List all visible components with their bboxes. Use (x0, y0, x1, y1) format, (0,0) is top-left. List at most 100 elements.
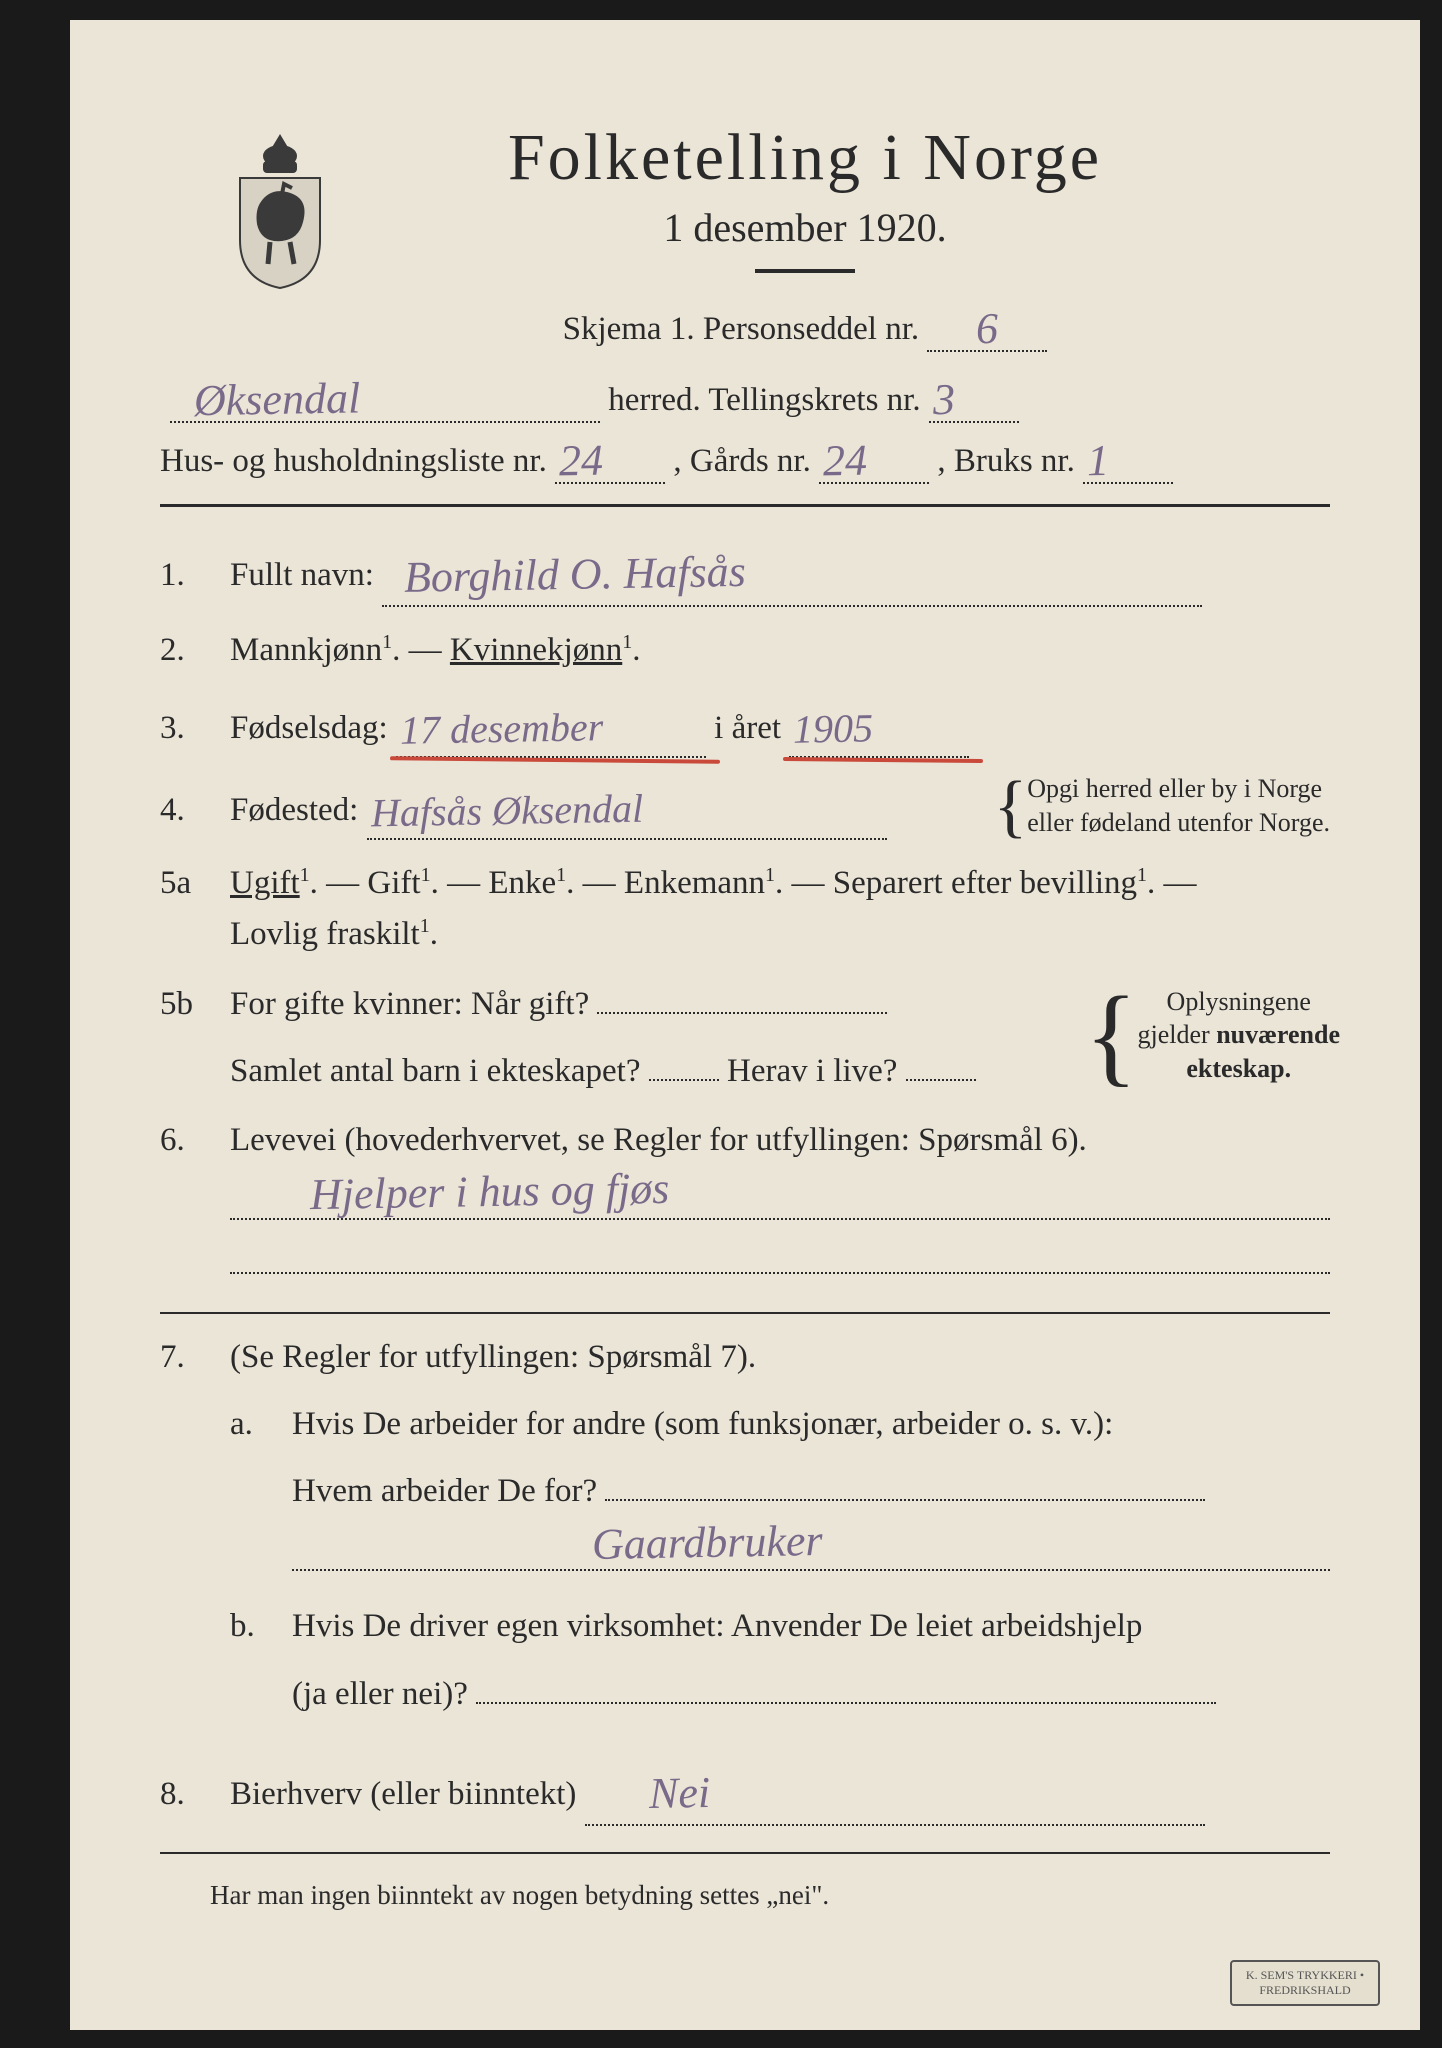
q7-body: (Se Regler for utfyllingen: Spørsmål 7).… (230, 1332, 1330, 1738)
footnote: Har man ingen biinntekt av nogen betydni… (160, 1880, 1330, 1911)
personseddel-field: 6 (927, 299, 1047, 352)
q5b-side-b2: nuværende (1216, 1020, 1340, 1049)
q5b-line1-label: For gifte kvinner: Når gift? (230, 986, 589, 1022)
q1-label: Fullt navn: (230, 557, 374, 593)
title-block: Folketelling i Norge 1 desember 1920. Sk… (380, 120, 1330, 360)
brace-icon: { (994, 775, 1028, 838)
q5a-s1: 1 (300, 864, 310, 886)
q7b-q: (ja eller nei)? (292, 1676, 468, 1712)
herred-value: Øksendal (174, 372, 361, 426)
q4-label: Fødested: (230, 792, 358, 828)
red-underline-1 (390, 757, 720, 764)
q2-opt1: Mannkjønn (230, 632, 382, 668)
q2-period1: . (392, 632, 400, 668)
q4-side-b: eller fødeland utenfor Norge. (1027, 808, 1330, 837)
subtitle: 1 desember 1920. (380, 204, 1230, 251)
q7b-text: Hvis De driver egen virksomhet: Anvender… (292, 1601, 1330, 1652)
q7a-row: a. Hvis De arbeider for andre (som funks… (230, 1399, 1330, 1583)
q4-side-note: { Opgi herred eller by i Norge eller fød… (994, 772, 1330, 840)
q2-row: 2. Mannkjønn1. — Kvinnekjønn1. (160, 625, 1330, 676)
q1-row: 1. Fullt navn: Borghild O. Hafsås (160, 537, 1330, 607)
q4-value: Hafsås Øksendal (370, 778, 643, 845)
q3-label: Fødselsdag: (230, 710, 388, 746)
q4-side-a: Opgi herred eller by i Norge (1027, 774, 1322, 803)
gards-field: 24 (819, 431, 929, 484)
q7b-num: b. (230, 1601, 266, 1652)
q3-year-value: 1905 (793, 698, 874, 761)
q2-sup2: 1 (622, 631, 632, 653)
q5a-opt1: Ugift (230, 865, 300, 901)
tellingskrets-value: 3 (932, 374, 955, 425)
q7b-row: b. Hvis De driver egen virksomhet: Anven… (230, 1601, 1330, 1719)
q5b-barn-field (649, 1079, 719, 1081)
q5a-d1: — (318, 865, 368, 901)
main-title: Folketelling i Norge (380, 120, 1230, 196)
gards-value: 24 (823, 435, 868, 487)
q6-row: 6. Levevei (hovederhvervet, se Regler fo… (160, 1115, 1330, 1286)
skjema-label: Skjema 1. Personseddel nr. (563, 311, 920, 347)
q4-body: Fødested: Hafsås Øksendal { Opgi herred … (230, 776, 1330, 840)
q2-sup1: 1 (382, 631, 392, 653)
q6-value: Hjelper i hus og fjøs (309, 1155, 669, 1229)
q8-field: Nei (585, 1756, 1205, 1826)
q2-opt2: Kvinnekjønn (450, 632, 622, 668)
q5a-d3: — (574, 865, 624, 901)
q5a-s3: 1 (556, 864, 566, 886)
q7a-num: a. (230, 1399, 266, 1450)
q5b-body: For gifte kvinner: Når gift? Samlet anta… (230, 979, 1330, 1097)
q5b-live-field (906, 1079, 976, 1081)
meta-line-1: Skjema 1. Personseddel nr. 6 (400, 299, 1210, 352)
q5b-side-b: gjelder (1138, 1020, 1217, 1049)
q2-dash: — (409, 632, 450, 668)
divider-thin-2 (160, 1852, 1330, 1854)
meta-line-2: Øksendal herred. Tellingskrets nr. 3 (160, 370, 1330, 423)
q5b-gift-field (597, 1012, 887, 1014)
q5b-line2-a: Samlet antal barn i ekteskapet? (230, 1053, 641, 1089)
q6-body: Levevei (hovederhvervet, se Regler for u… (230, 1115, 1330, 1286)
q8-value: Nei (588, 1759, 710, 1829)
q7-label: (Se Regler for utfyllingen: Spørsmål 7). (230, 1332, 1330, 1383)
q8-body: Bierhverv (eller biinntekt) Nei (230, 1756, 1330, 1826)
q7a-value: Gaardbruker (591, 1507, 823, 1579)
q2-period2: . (632, 632, 640, 668)
q5a-p6: . (430, 916, 438, 952)
husliste-value: 24 (559, 435, 604, 487)
q5a-d4: — (783, 865, 833, 901)
q5a-row: 5a Ugift1. — Gift1. — Enke1. — Enkemann1… (160, 858, 1330, 960)
q6-field-1: Hjelper i hus og fjøs (230, 1178, 1330, 1220)
q5b-side-c: ekteskap. (1186, 1054, 1291, 1083)
q5a-opt4: Enkemann (624, 865, 765, 901)
q5b-side-text: Oplysningene gjelder nuværende ekteskap. (1138, 985, 1340, 1086)
q7-row: 7. (Se Regler for utfyllingen: Spørsmål … (160, 1332, 1330, 1738)
meta-block: Skjema 1. Personseddel nr. 6 (380, 299, 1230, 352)
q7b-line2: (ja eller nei)? (292, 1669, 1330, 1720)
q5b-num: 5b (160, 979, 204, 1030)
document-page: Folketelling i Norge 1 desember 1920. Sk… (70, 20, 1420, 2030)
q1-value: Borghild O. Hafsås (386, 538, 747, 612)
q3-body: Fødselsdag: 17 desember i året 1905 (230, 694, 1330, 758)
bruks-field: 1 (1083, 431, 1173, 484)
q5a-opt6: Lovlig fraskilt (230, 916, 420, 952)
meta-line-3: Hus- og husholdningsliste nr. 24 , Gårds… (160, 431, 1330, 484)
q3-mid: i året (714, 710, 781, 746)
q6-field-2 (230, 1232, 1330, 1274)
q5a-s2: 1 (421, 864, 431, 886)
q5a-p5: . (1147, 865, 1155, 901)
q5b-line2-b: Herav i live? (727, 1053, 897, 1089)
q5a-opt3: Enke (488, 865, 556, 901)
herred-label: herred. Tellingskrets nr. (608, 382, 920, 418)
q7b-body: Hvis De driver egen virksomhet: Anvender… (292, 1601, 1330, 1719)
q5a-num: 5a (160, 858, 204, 909)
husliste-field: 24 (555, 431, 665, 484)
herred-field: Øksendal (170, 370, 600, 423)
q7a-body: Hvis De arbeider for andre (som funksjon… (292, 1399, 1330, 1583)
divider-main (160, 504, 1330, 507)
brace-icon-2: { (1085, 986, 1138, 1085)
q1-field: Borghild O. Hafsås (382, 537, 1202, 607)
q8-row: 8. Bierhverv (eller biinntekt) Nei (160, 1756, 1330, 1826)
q4-field: Hafsås Øksendal (367, 776, 887, 840)
printer-stamp: K. SEM'S TRYKKERI • FREDRIKSHALD (1230, 1960, 1380, 2006)
q1-num: 1. (160, 550, 204, 601)
q2-num: 2. (160, 625, 204, 676)
q5a-s6: 1 (420, 915, 430, 937)
